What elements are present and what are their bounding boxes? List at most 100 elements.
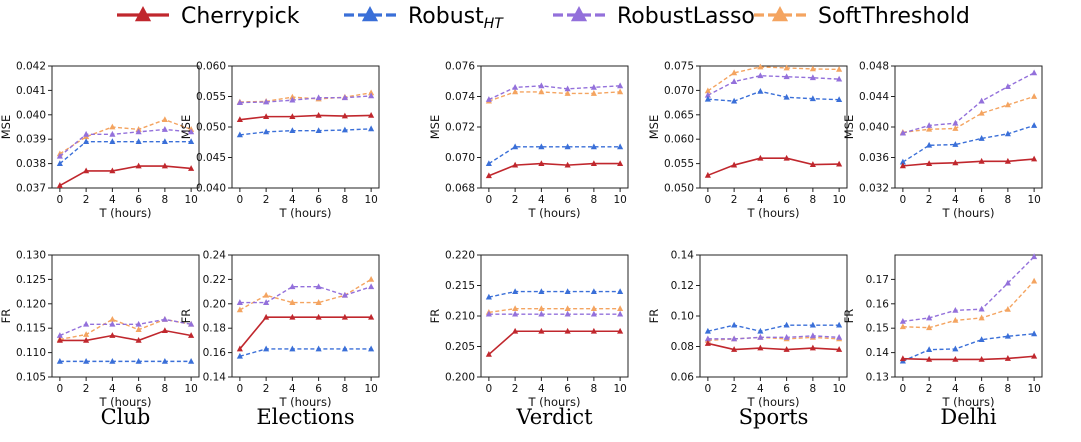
y-tick-label: 0.055 — [196, 91, 226, 103]
data-point-robust_lasso — [809, 332, 816, 339]
data-point-robust_lasso — [617, 310, 624, 317]
data-point-soft_threshold — [564, 90, 571, 96]
x-tick-label: 0 — [705, 194, 712, 206]
data-point-cherrypick — [485, 172, 492, 179]
x-tick-label: 10 — [832, 194, 845, 206]
data-point-soft_threshold — [263, 291, 270, 298]
data-point-cherrypick — [188, 332, 195, 338]
data-point-robust_ht — [289, 345, 296, 352]
data-point-soft_threshold — [809, 65, 816, 72]
data-point-robust_lasso — [109, 130, 116, 137]
x-axis-title: T (hours) — [942, 395, 995, 409]
y-tick-label: 0.039 — [16, 134, 46, 146]
data-point-cherrypick — [783, 154, 790, 161]
x-tick-label: 4 — [952, 383, 959, 395]
x-tick-label: 2 — [926, 194, 933, 206]
series-line-robust_lasso — [59, 128, 192, 157]
data-point-robust_lasso — [236, 299, 243, 305]
y-tick-label: 0.036 — [859, 152, 889, 164]
x-tick-label: 0 — [900, 194, 907, 206]
series-line-cherrypick — [239, 316, 372, 350]
data-point-soft_threshold — [1031, 277, 1038, 284]
data-point-robust_lasso — [56, 152, 63, 159]
data-point-robust_ht — [1031, 330, 1038, 337]
data-point-cherrypick — [731, 161, 738, 168]
data-point-cherrypick — [564, 161, 571, 168]
data-point-robust_lasso — [236, 99, 243, 105]
data-point-cherrypick — [952, 356, 959, 362]
data-point-soft_threshold — [289, 299, 296, 305]
data-point-robust_lasso — [926, 314, 933, 321]
series-line-robust_ht — [902, 333, 1035, 362]
chart-club-mse: 0.037 0.038 0.039 0.040 0.041 0.042 0 2 4 6 8 10 T (… — [0, 61, 200, 220]
data-point-robust_lasso — [188, 128, 195, 135]
legend-marker-robust_lasso — [570, 6, 588, 22]
dataset-title-club: Club — [101, 405, 151, 429]
data-point-robust_lasso — [341, 291, 348, 298]
legend-label-cherrypick: Cherrypick — [181, 4, 300, 29]
x-tick-label: 8 — [1005, 383, 1012, 395]
data-point-robust_lasso — [315, 94, 322, 101]
series-line-robust_ht — [239, 348, 372, 357]
series-robust_lasso — [899, 253, 1038, 324]
series-line-robust_lasso — [59, 318, 192, 337]
data-point-robust_lasso — [564, 85, 571, 92]
y-tick-label: 0.044 — [859, 91, 889, 103]
data-point-robust_ht — [368, 345, 375, 352]
data-point-robust_lasso — [704, 335, 711, 342]
data-point-robust_lasso — [135, 128, 142, 135]
data-point-robust_ht — [56, 357, 63, 364]
data-point-robust_lasso — [617, 82, 624, 89]
x-tick-label: 6 — [135, 383, 142, 395]
series-line-soft_threshold — [488, 307, 621, 314]
x-tick-label: 6 — [135, 194, 142, 206]
data-point-robust_ht — [109, 138, 116, 145]
y-axis-title: FR — [0, 309, 13, 324]
x-tick-label: 2 — [731, 194, 738, 206]
data-point-robust_ht — [368, 125, 375, 132]
data-point-robust_ht — [188, 138, 195, 145]
data-point-soft_threshold — [757, 63, 764, 70]
plot-frame — [480, 254, 629, 378]
plot-frame — [231, 65, 380, 189]
y-tick-label: 0.14 — [203, 372, 227, 384]
plot-frame — [699, 254, 848, 378]
data-point-soft_threshold — [236, 306, 243, 313]
series-soft_threshold — [56, 116, 195, 157]
x-tick-label: 0 — [237, 383, 244, 395]
chart-sports-fr: 0.06 0.08 0.10 0.12 0.14 0 2 4 6 8 10 T (hours) FR — [647, 250, 848, 409]
y-tick-label: 0.13 — [866, 372, 889, 384]
x-axis-title: T (hours) — [279, 395, 332, 409]
x-tick-label: 4 — [757, 194, 764, 206]
series-robust_ht — [899, 330, 1038, 364]
series-robust_ht — [485, 143, 624, 166]
y-tick-label: 0.072 — [445, 122, 475, 134]
x-tick-label: 6 — [783, 383, 790, 395]
x-tick-label: 10 — [1027, 194, 1040, 206]
x-tick-label: 2 — [83, 194, 90, 206]
series-robust_lasso — [485, 82, 624, 102]
data-point-robust_lasso — [590, 83, 597, 90]
data-point-cherrypick — [1031, 155, 1038, 162]
data-point-soft_threshold — [1004, 306, 1011, 312]
y-tick-label: 0.06 — [671, 372, 695, 384]
data-point-robust_ht — [783, 321, 790, 328]
series-line-soft_threshold — [239, 278, 372, 311]
series-robust_ht — [56, 357, 195, 364]
data-point-robust_ht — [188, 357, 195, 364]
data-point-cherrypick — [341, 313, 348, 320]
x-axis-title: T (hours) — [99, 395, 152, 409]
data-point-soft_threshold — [109, 123, 116, 130]
data-point-cherrypick — [590, 160, 597, 166]
series-cherrypick — [485, 160, 624, 179]
series-line-robust_lasso — [239, 286, 372, 304]
x-tick-label: 8 — [591, 194, 598, 206]
y-tick-label: 0.210 — [445, 311, 475, 323]
data-point-robust_ht — [952, 345, 959, 352]
data-point-soft_threshold — [899, 323, 906, 330]
data-point-robust_lasso — [135, 320, 142, 327]
series-line-robust_ht — [902, 124, 1035, 163]
y-tick-label: 0.115 — [16, 323, 46, 335]
series-line-soft_threshold — [59, 118, 192, 155]
data-point-soft_threshold — [315, 299, 322, 305]
